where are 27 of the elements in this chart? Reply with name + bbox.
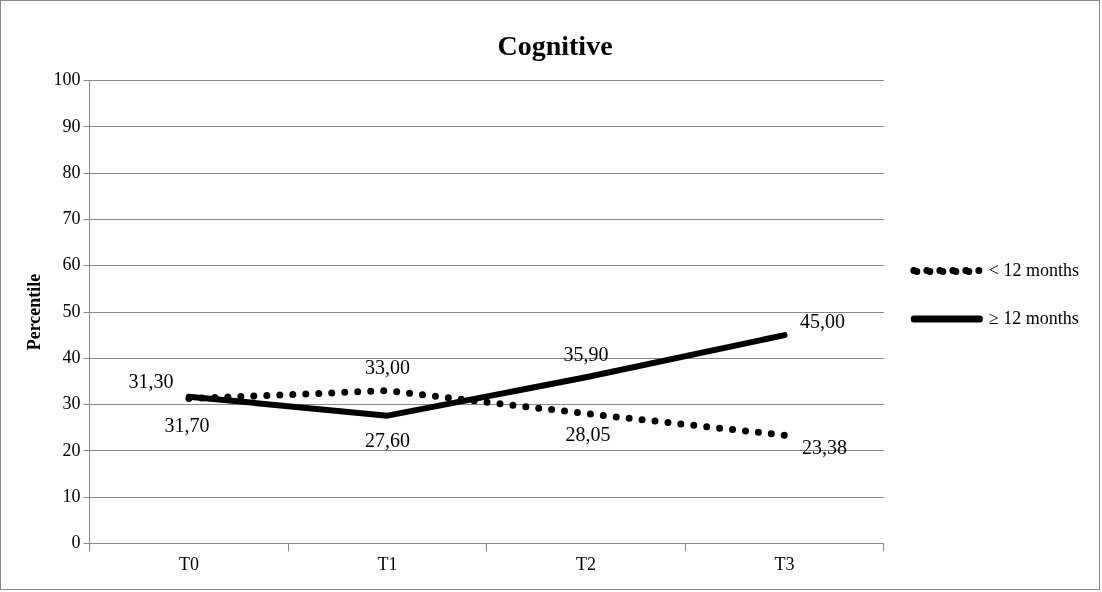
y-tick-label: 20: [62, 439, 81, 460]
data-label: 31,70: [164, 413, 210, 436]
x-tick-label: T3: [774, 553, 795, 574]
x-tick-label: T1: [377, 553, 398, 574]
y-tick-label: 40: [62, 347, 81, 368]
chart-title: Cognitive: [497, 30, 613, 62]
y-tick-label: 50: [62, 300, 81, 321]
y-tick-label: 90: [62, 115, 81, 136]
data-label: 27,60: [364, 428, 410, 451]
y-tick-label: 100: [53, 69, 81, 90]
data-label: 28,05: [565, 422, 611, 445]
data-label: 35,90: [563, 342, 609, 365]
y-tick-label: 0: [71, 532, 81, 553]
legend-label: ≥ 12 months: [988, 307, 1079, 328]
x-tick-label: T2: [576, 553, 596, 574]
data-label: 45,00: [800, 310, 846, 333]
y-tick-label: 10: [62, 485, 81, 506]
y-tick-label: 60: [62, 254, 81, 275]
y-axis-title: Percentile: [24, 273, 45, 351]
y-tick-label: 30: [62, 393, 81, 414]
x-tick-label: T0: [178, 553, 199, 574]
data-label: 31,30: [128, 369, 174, 392]
data-label: 33,00: [364, 355, 410, 378]
y-tick-label: 70: [62, 208, 81, 229]
y-tick-label: 80: [62, 161, 81, 182]
legend-label: < 12 months: [988, 259, 1080, 280]
data-label: 23,38: [802, 436, 848, 459]
